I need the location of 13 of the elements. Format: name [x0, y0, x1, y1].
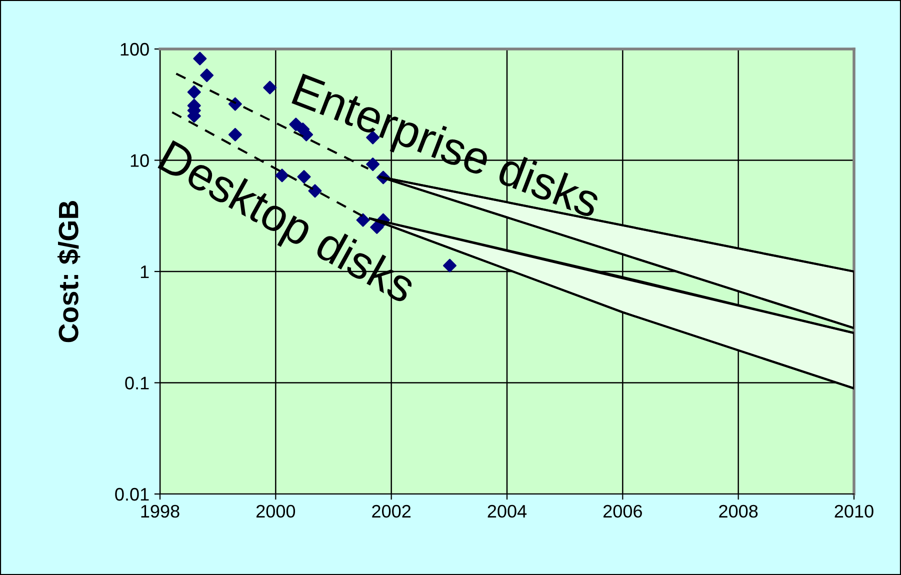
y-tick-label: 100	[120, 42, 149, 56]
x-tick-label: 2000	[256, 504, 296, 518]
y-tick-label: 10	[130, 154, 149, 167]
y-axis-title: Cost: $/GB	[58, 200, 80, 342]
x-tick-label: 2002	[372, 504, 411, 518]
y-tick-label: 0.01	[115, 488, 149, 501]
x-tick-label: 2010	[834, 504, 874, 518]
x-tick-label: 1998	[141, 504, 180, 518]
x-tick-label: 2004	[488, 504, 527, 518]
y-tick-label: 0.1	[125, 376, 149, 390]
x-tick-label: 2008	[719, 504, 758, 518]
x-tick-label: 2006	[603, 504, 642, 518]
y-tick-label: 1	[140, 266, 149, 278]
